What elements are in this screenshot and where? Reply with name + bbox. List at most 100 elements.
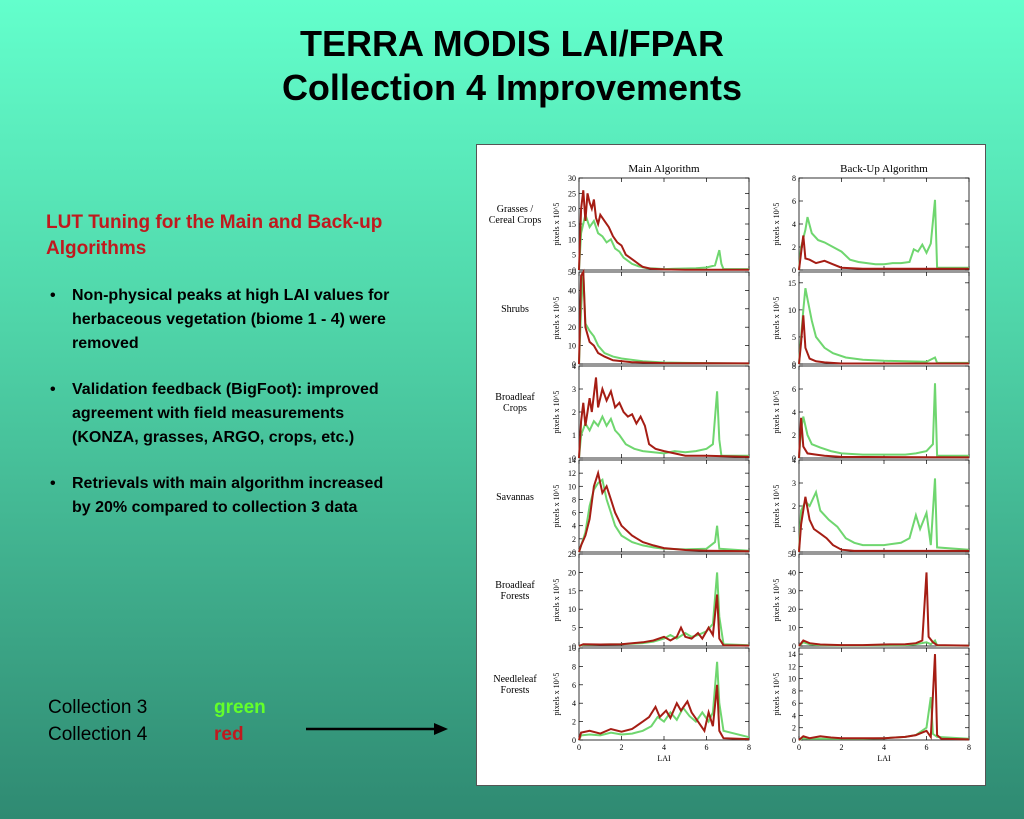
bullet-list: Non-physical peaks at high LAI values fo… (46, 284, 406, 542)
y-tick-label: 5 (572, 624, 576, 633)
series-line-collection4 (578, 594, 750, 647)
y-tick-label: 6 (792, 385, 796, 394)
y-tick-label: 20 (568, 323, 576, 332)
y-tick-label: 12 (788, 662, 796, 671)
y-axis-label: pixels x 10^5 (552, 297, 561, 340)
y-tick-label: 4 (792, 408, 796, 417)
column-title: Main Algorithm (628, 163, 700, 175)
y-tick-label: 8 (572, 662, 576, 671)
y-tick-label: 10 (568, 482, 576, 491)
y-tick-label: 40 (568, 286, 576, 295)
y-axis-label: pixels x 10^5 (552, 391, 561, 434)
y-tick-label: 0 (792, 360, 796, 369)
title-line-1: TERRA MODIS LAI/FPAR (300, 23, 724, 64)
y-tick-label: 10 (568, 342, 576, 351)
y-tick-label: 3 (572, 385, 576, 394)
y-tick-label: 15 (568, 587, 576, 596)
legend-label-c4: Collection 4 (48, 724, 148, 745)
y-axis-label: pixels x 10^5 (552, 673, 561, 716)
row-label: Broadleaf (495, 580, 535, 591)
series-line-collection3 (798, 696, 970, 741)
plot-frame (578, 459, 750, 553)
plot-frame (798, 459, 970, 553)
series-line-collection3 (798, 478, 970, 553)
title-line-2: Collection 4 Improvements (281, 67, 743, 108)
x-tick-label: 2 (840, 743, 844, 752)
row-label: Forests (501, 685, 530, 696)
y-tick-label: 0 (572, 266, 576, 275)
y-tick-label: 10 (568, 644, 576, 653)
series-line-collection4 (578, 377, 750, 459)
y-tick-label: 4 (792, 456, 796, 465)
y-axis-label: pixels x 10^5 (552, 579, 561, 622)
x-axis-label: LAI (657, 754, 671, 763)
pointer-arrow-icon (306, 723, 448, 735)
y-tick-label: 10 (568, 235, 576, 244)
x-tick-label: 8 (967, 743, 971, 752)
series-line-collection4 (798, 315, 969, 365)
series-line-collection3 (578, 271, 750, 365)
y-axis-label: pixels x 10^5 (552, 485, 561, 528)
row-label: Forests (501, 591, 530, 602)
y-tick-label: 1 (572, 431, 576, 440)
y-tick-label: 2 (572, 408, 576, 417)
plot-frame (578, 553, 750, 647)
y-axis-label: pixels x 10^5 (772, 297, 781, 340)
series-line-collection4 (798, 417, 970, 459)
series-line-collection3 (798, 288, 969, 365)
bullet-item: Non-physical peaks at high LAI values fo… (46, 284, 406, 356)
legend-row-c4: Collection 4 red (48, 721, 266, 748)
x-tick-label: 6 (705, 743, 709, 752)
y-tick-label: 6 (572, 681, 576, 690)
y-tick-label: 2 (792, 724, 796, 733)
plot-frame (578, 365, 750, 459)
plot-frame (798, 553, 970, 647)
y-tick-label: 0 (792, 642, 796, 651)
y-tick-label: 8 (792, 687, 796, 696)
y-tick-label: 6 (792, 197, 796, 206)
y-tick-label: 0 (572, 642, 576, 651)
series-line-collection4 (798, 235, 969, 271)
series-line-collection4 (578, 268, 750, 365)
row-label: Cereal Crops (489, 215, 542, 226)
y-tick-label: 40 (788, 568, 796, 577)
series-line-collection3 (798, 199, 969, 271)
x-tick-label: 0 (797, 743, 801, 752)
y-tick-label: 2 (792, 431, 796, 440)
y-axis-label: pixels x 10^5 (552, 203, 561, 246)
y-tick-label: 1 (792, 525, 796, 534)
y-axis-label: pixels x 10^5 (772, 579, 781, 622)
y-tick-label: 2 (792, 502, 796, 511)
series-line-collection3 (578, 572, 750, 647)
y-tick-label: 15 (568, 220, 576, 229)
y-tick-label: 30 (568, 174, 576, 183)
y-tick-label: 30 (788, 587, 796, 596)
series-line-collection4 (578, 190, 749, 271)
y-tick-label: 14 (788, 650, 796, 659)
y-tick-label: 0 (572, 736, 576, 745)
y-tick-label: 25 (568, 550, 576, 559)
legend-label-c3: Collection 3 (48, 697, 148, 718)
y-tick-label: 5 (792, 333, 796, 342)
y-axis-label: pixels x 10^5 (772, 485, 781, 528)
x-axis-label: LAI (877, 754, 891, 763)
legend-row-c3: Collection 3 green (48, 694, 266, 721)
y-tick-label: 4 (572, 362, 576, 371)
y-tick-label: 6 (792, 699, 796, 708)
y-tick-label: 10 (788, 675, 796, 684)
y-tick-label: 20 (568, 568, 576, 577)
x-tick-label: 8 (747, 743, 751, 752)
histogram-grid: Main Algorithm Back-Up Algorithm Grasses /… (489, 163, 971, 763)
y-tick-label: 10 (788, 306, 796, 315)
row-label: Broadleaf (495, 392, 535, 403)
x-tick-label: 6 (925, 743, 929, 752)
y-tick-label: 0 (792, 266, 796, 275)
bullet-item: Validation feedback (BigFoot): improved … (46, 378, 406, 450)
y-tick-label: 20 (568, 205, 576, 214)
series-line-collection3 (578, 211, 749, 271)
y-tick-label: 0 (792, 454, 796, 463)
row-label: Needleleaf (493, 674, 537, 685)
plot-frame (798, 271, 970, 365)
y-tick-label: 4 (572, 699, 576, 708)
y-tick-label: 0 (572, 360, 576, 369)
